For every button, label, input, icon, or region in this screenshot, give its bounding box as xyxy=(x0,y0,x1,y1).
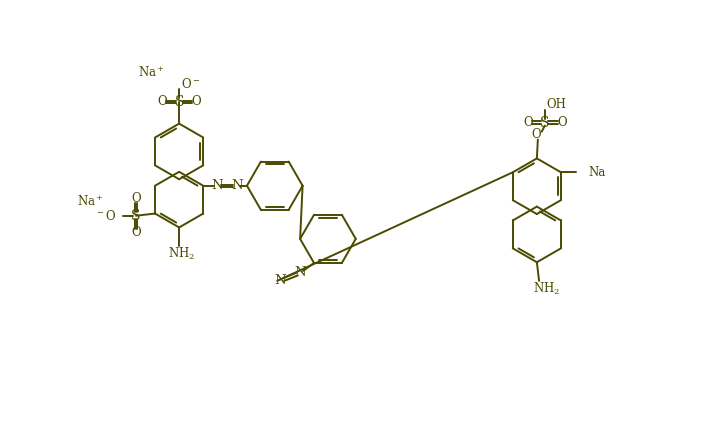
Text: S: S xyxy=(132,209,141,223)
Text: O: O xyxy=(557,116,566,129)
Text: N: N xyxy=(212,179,223,192)
Text: O: O xyxy=(531,128,541,141)
Text: O: O xyxy=(132,192,141,206)
Text: O: O xyxy=(523,116,533,129)
Text: OH: OH xyxy=(547,98,567,111)
Text: Na$^+$: Na$^+$ xyxy=(77,194,104,209)
Text: S: S xyxy=(540,116,550,130)
Text: O: O xyxy=(157,95,167,108)
Text: NH$_2$: NH$_2$ xyxy=(533,281,561,297)
Text: N: N xyxy=(275,274,286,288)
Text: Na$^+$: Na$^+$ xyxy=(138,66,165,80)
Text: $^-$O: $^-$O xyxy=(94,209,116,223)
Text: Na: Na xyxy=(588,166,606,179)
Text: O: O xyxy=(191,95,201,108)
Text: O$^-$: O$^-$ xyxy=(181,77,200,91)
Text: N: N xyxy=(295,266,306,280)
Text: O: O xyxy=(132,226,141,239)
Text: S: S xyxy=(174,95,184,109)
Text: NH$_2$: NH$_2$ xyxy=(167,246,194,262)
Text: N: N xyxy=(231,179,243,192)
